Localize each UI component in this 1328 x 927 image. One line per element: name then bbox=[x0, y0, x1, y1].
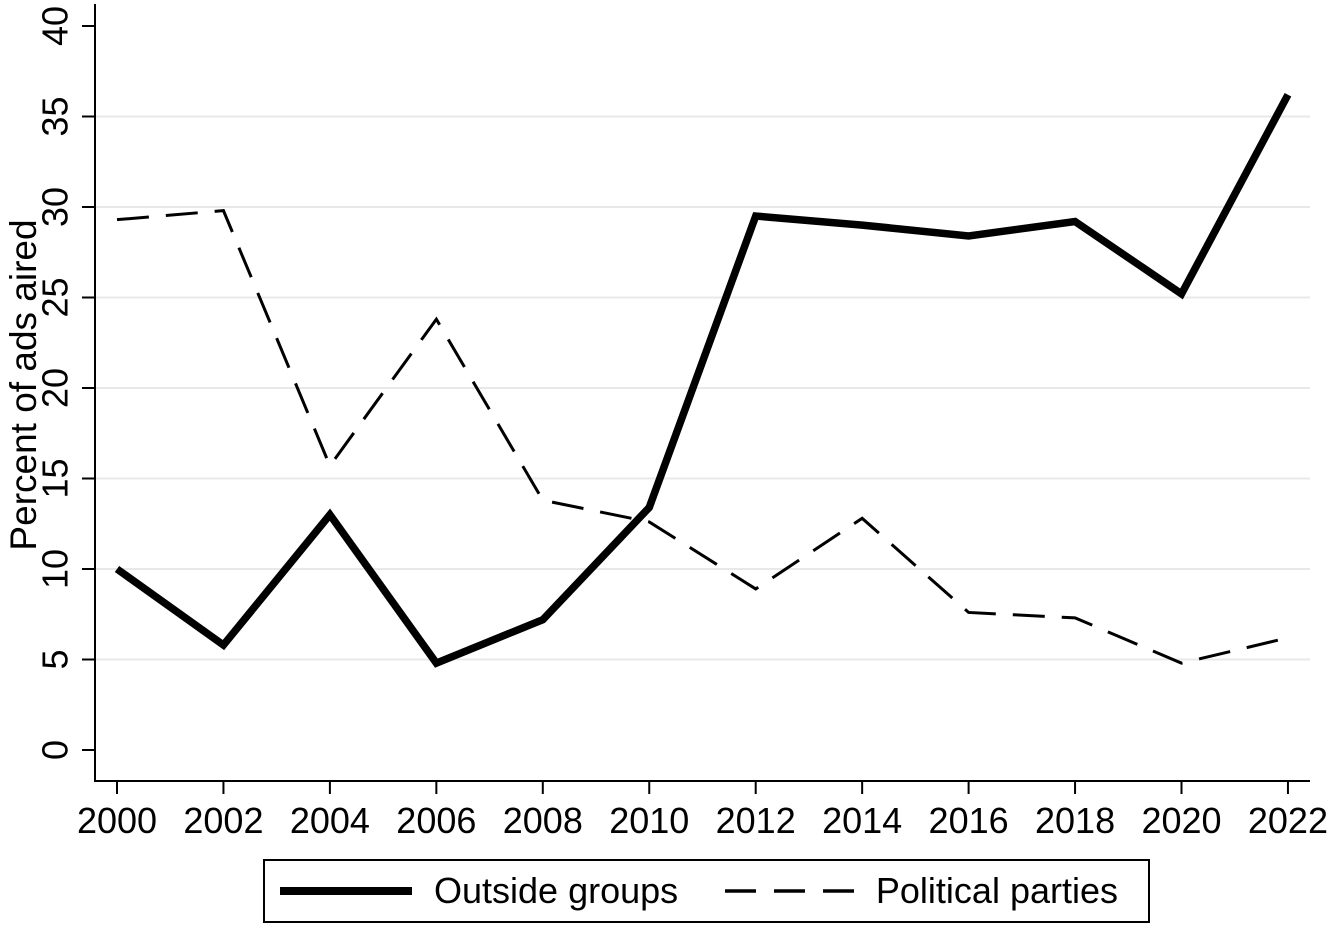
x-tick-label: 2016 bbox=[929, 800, 1009, 841]
y-tick-label: 0 bbox=[35, 740, 76, 760]
y-tick-label: 40 bbox=[35, 6, 76, 46]
x-tick-label: 2000 bbox=[77, 800, 157, 841]
y-axis-tick-labels: 0 5 10 15 20 25 30 35 40 bbox=[35, 6, 76, 760]
x-tick-label: 2020 bbox=[1141, 800, 1221, 841]
x-axis-tick-labels: 2000 2002 2004 2006 2008 2010 2012 2014 2016 2018… bbox=[77, 800, 1328, 841]
y-tick-label: 30 bbox=[35, 187, 76, 227]
axes bbox=[94, 4, 1310, 782]
solid-line-sample-icon bbox=[280, 887, 412, 895]
y-tick-label: 10 bbox=[35, 549, 76, 589]
legend-label-outside-groups: Outside groups bbox=[434, 870, 679, 911]
y-tick-label: 5 bbox=[35, 649, 76, 669]
y-axis-ticks bbox=[82, 25, 95, 751]
y-axis-title: Percent of ads aired bbox=[3, 219, 44, 550]
x-tick-label: 2014 bbox=[822, 800, 902, 841]
x-tick-label: 2008 bbox=[503, 800, 583, 841]
political-parties-line bbox=[116, 209, 1289, 665]
x-tick-label: 2004 bbox=[290, 800, 370, 841]
y-tick-label: 35 bbox=[35, 96, 76, 136]
x-tick-label: 2006 bbox=[396, 800, 476, 841]
x-tick-label: 2018 bbox=[1035, 800, 1115, 841]
outside-groups-line bbox=[114, 93, 1292, 668]
y-tick-label: 25 bbox=[35, 277, 76, 317]
legend-label-political-parties: Political parties bbox=[875, 870, 1118, 911]
x-tick-label: 2012 bbox=[716, 800, 796, 841]
series-lines bbox=[114, 93, 1292, 668]
x-tick-label: 2002 bbox=[183, 800, 263, 841]
x-axis-ticks bbox=[116, 781, 1289, 794]
legend-item-political-parties: Political parties bbox=[724, 870, 1118, 912]
x-tick-label: 2010 bbox=[609, 800, 689, 841]
dashed-line-sample-icon bbox=[724, 889, 854, 893]
x-tick-label: 2022 bbox=[1248, 800, 1328, 841]
legend: Outside groups Political parties bbox=[263, 859, 1150, 923]
legend-item-outside-groups: Outside groups bbox=[280, 870, 678, 912]
y-tick-label: 20 bbox=[35, 368, 76, 408]
y-tick-label: 15 bbox=[35, 458, 76, 498]
